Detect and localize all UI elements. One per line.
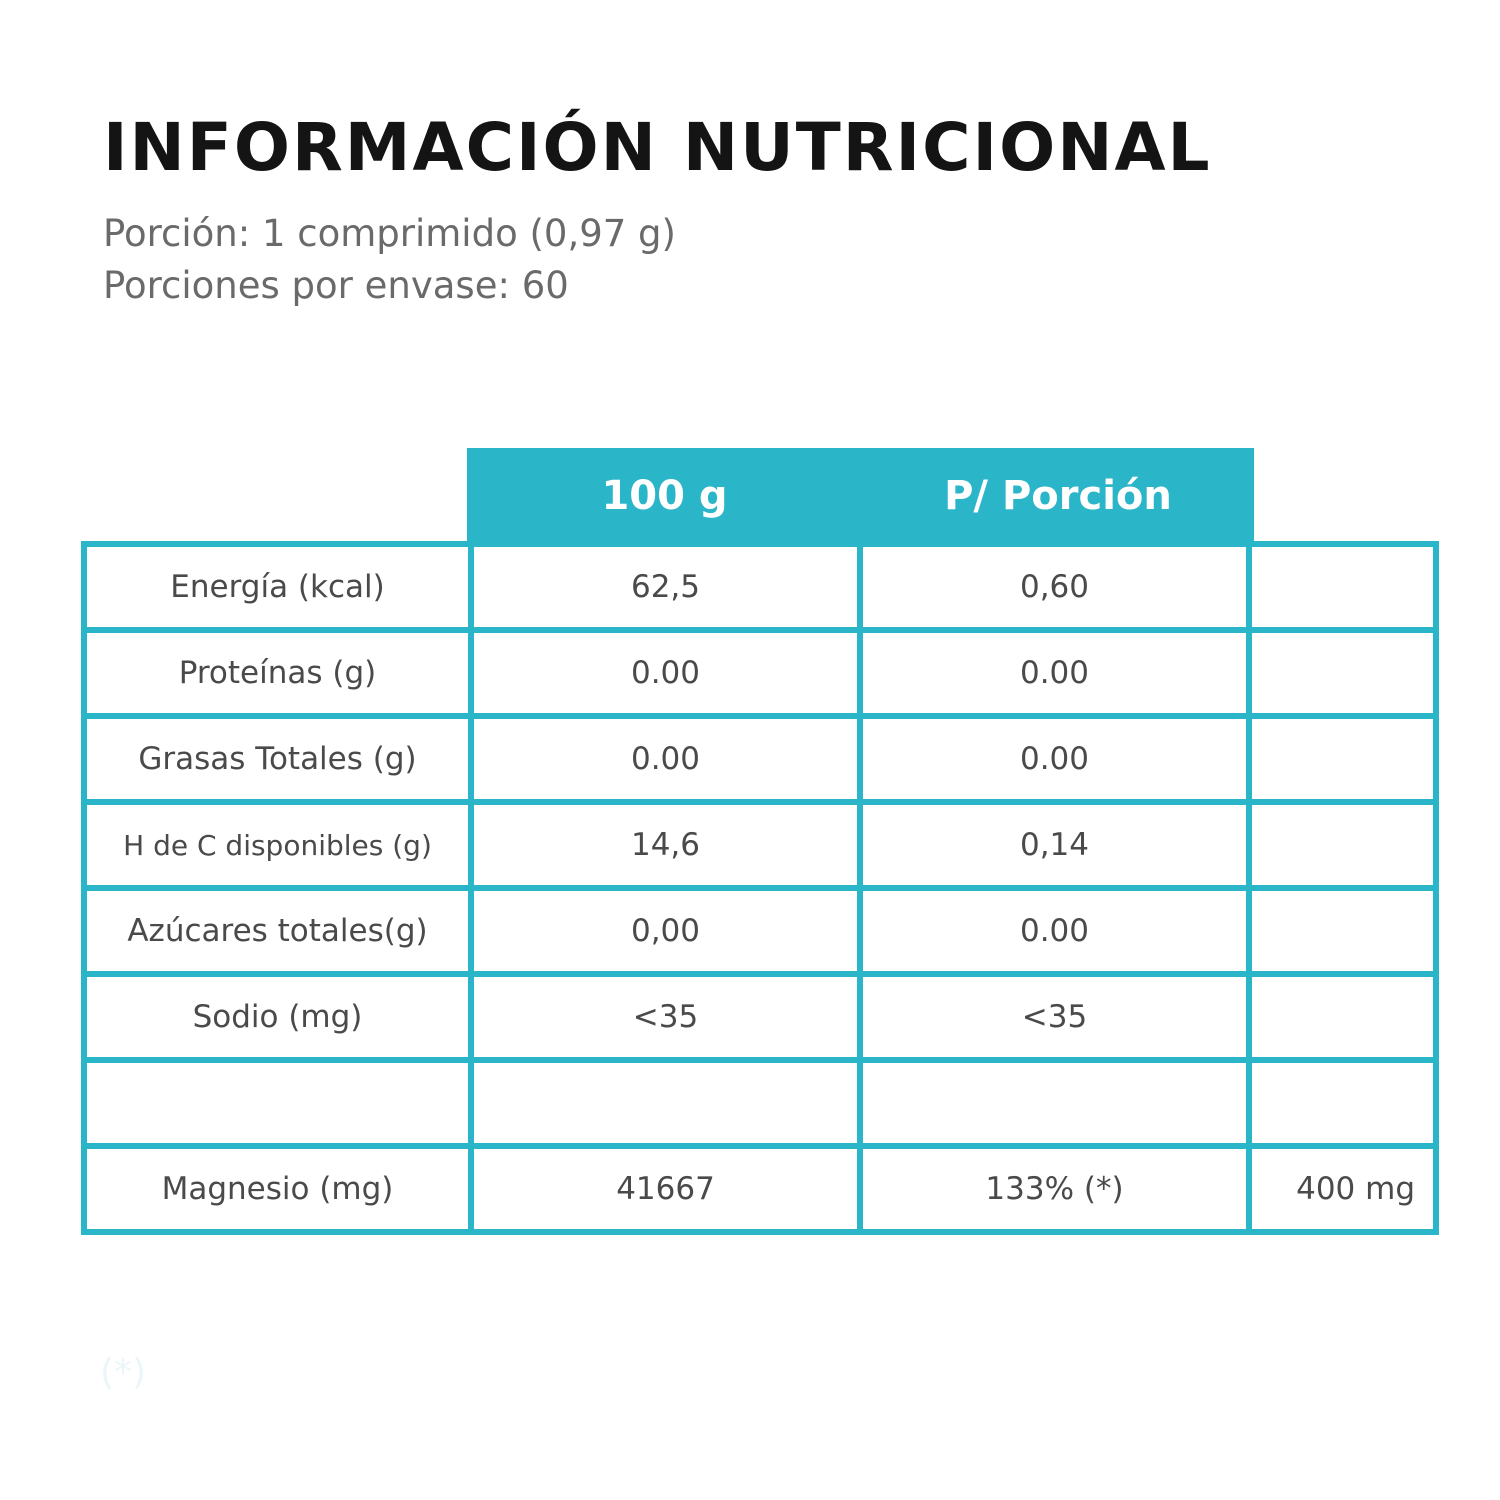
value-per-portion: 0,60 — [857, 541, 1252, 633]
table-row: Azúcares totales(g) 0,00 0.00 — [81, 885, 1439, 977]
value-extra — [1246, 1057, 1439, 1149]
row-label: H de C disponibles (g) — [81, 799, 474, 891]
value-extra — [1246, 541, 1439, 633]
nutrition-table: Energía (kcal) 62,5 0,60 Proteínas (g) 0… — [81, 541, 1439, 1235]
value-per-100g: 0,00 — [468, 885, 863, 977]
value-per-100g — [468, 1057, 863, 1149]
value-per-portion: <35 — [857, 971, 1252, 1063]
table-row: Grasas Totales (g) 0.00 0.00 — [81, 713, 1439, 805]
row-label: Sodio (mg) — [81, 971, 474, 1063]
table-row: Magnesio (mg) 41667 133% (*) 400 mg — [81, 1143, 1439, 1235]
value-extra — [1246, 799, 1439, 891]
header-per-portion: P/ Porción — [944, 473, 1172, 519]
row-label: Azúcares totales(g) — [81, 885, 474, 977]
value-per-portion: 0.00 — [857, 627, 1252, 719]
value-extra — [1246, 885, 1439, 977]
value-extra — [1246, 713, 1439, 805]
value-per-portion — [857, 1057, 1252, 1149]
value-per-portion: 0.00 — [857, 885, 1252, 977]
value-per-100g: 0.00 — [468, 627, 863, 719]
table-row: Energía (kcal) 62,5 0,60 — [81, 541, 1439, 633]
value-extra: 400 mg — [1246, 1143, 1439, 1235]
value-per-100g: 14,6 — [468, 799, 863, 891]
row-label: Energía (kcal) — [81, 541, 474, 633]
table-header-bar: 100 g P/ Porción — [467, 448, 1254, 544]
value-per-portion: 0.00 — [857, 713, 1252, 805]
value-per-portion: 0,14 — [857, 799, 1252, 891]
page-title: INFORMACIÓN NUTRICIONAL — [103, 109, 1212, 186]
footnote: (*) — [100, 1352, 147, 1393]
table-row: Proteínas (g) 0.00 0.00 — [81, 627, 1439, 719]
row-label: Grasas Totales (g) — [81, 713, 474, 805]
table-row: H de C disponibles (g) 14,6 0,14 — [81, 799, 1439, 891]
value-extra — [1246, 627, 1439, 719]
value-per-100g: 0.00 — [468, 713, 863, 805]
table-row: Sodio (mg) <35 <35 — [81, 971, 1439, 1063]
row-label: Proteínas (g) — [81, 627, 474, 719]
value-per-portion: 133% (*) — [857, 1143, 1252, 1235]
table-row — [81, 1057, 1439, 1149]
serving-size-line: Porción: 1 comprimido (0,97 g) — [103, 212, 676, 255]
row-label — [81, 1057, 474, 1149]
servings-per-container-line: Porciones por envase: 60 — [103, 264, 569, 307]
value-per-100g: <35 — [468, 971, 863, 1063]
value-extra — [1246, 971, 1439, 1063]
value-per-100g: 62,5 — [468, 541, 863, 633]
row-label: Magnesio (mg) — [81, 1143, 474, 1235]
value-per-100g: 41667 — [468, 1143, 863, 1235]
header-100g: 100 g — [601, 473, 728, 519]
